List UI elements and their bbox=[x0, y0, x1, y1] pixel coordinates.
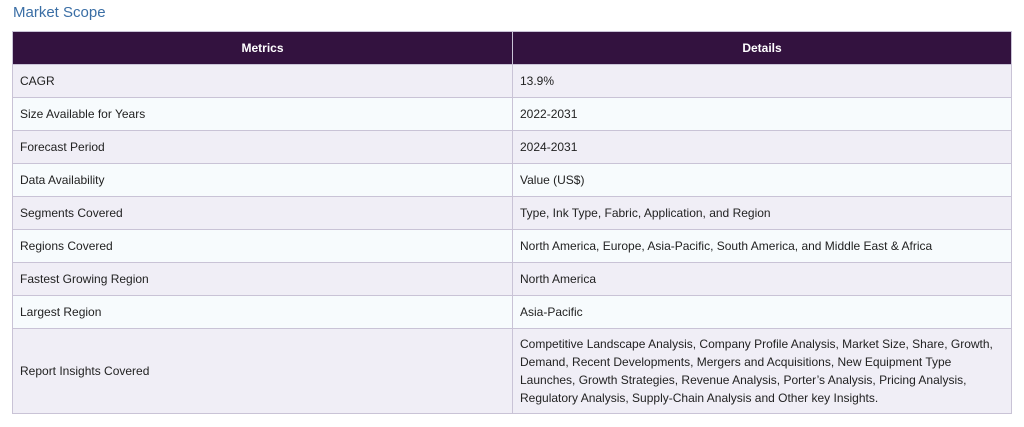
table-row: Size Available for Years 2022-2031 bbox=[12, 97, 1012, 131]
metric-cell: Data Availability bbox=[12, 163, 513, 197]
market-scope-table: Metrics Details CAGR 13.9% Size Availabl… bbox=[12, 31, 1012, 414]
table-row: Segments Covered Type, Ink Type, Fabric,… bbox=[12, 196, 1012, 230]
detail-cell: Competitive Landscape Analysis, Company … bbox=[512, 328, 1012, 414]
table-row: Data Availability Value (US$) bbox=[12, 163, 1012, 197]
table-header-row: Metrics Details bbox=[12, 31, 1012, 65]
table-row: Report Insights Covered Competitive Land… bbox=[12, 328, 1012, 414]
metric-cell: CAGR bbox=[12, 64, 513, 98]
header-details: Details bbox=[512, 31, 1012, 65]
table-row: Largest Region Asia-Pacific bbox=[12, 295, 1012, 329]
table-row: CAGR 13.9% bbox=[12, 64, 1012, 98]
metric-cell: Size Available for Years bbox=[12, 97, 513, 131]
detail-cell: 13.9% bbox=[512, 64, 1012, 98]
header-metrics: Metrics bbox=[12, 31, 513, 65]
table-row: Fastest Growing Region North America bbox=[12, 262, 1012, 296]
metric-cell: Largest Region bbox=[12, 295, 513, 329]
metric-cell: Report Insights Covered bbox=[12, 328, 513, 414]
detail-cell: North America bbox=[512, 262, 1012, 296]
section-title: Market Scope bbox=[13, 4, 106, 21]
metric-cell: Segments Covered bbox=[12, 196, 513, 230]
metric-cell: Fastest Growing Region bbox=[12, 262, 513, 296]
table-row: Forecast Period 2024-2031 bbox=[12, 130, 1012, 164]
detail-cell: North America, Europe, Asia-Pacific, Sou… bbox=[512, 229, 1012, 263]
detail-cell: 2022-2031 bbox=[512, 97, 1012, 131]
table-row: Regions Covered North America, Europe, A… bbox=[12, 229, 1012, 263]
detail-cell: Value (US$) bbox=[512, 163, 1012, 197]
detail-cell: 2024-2031 bbox=[512, 130, 1012, 164]
metric-cell: Forecast Period bbox=[12, 130, 513, 164]
detail-cell: Type, Ink Type, Fabric, Application, and… bbox=[512, 196, 1012, 230]
metric-cell: Regions Covered bbox=[12, 229, 513, 263]
detail-cell: Asia-Pacific bbox=[512, 295, 1012, 329]
